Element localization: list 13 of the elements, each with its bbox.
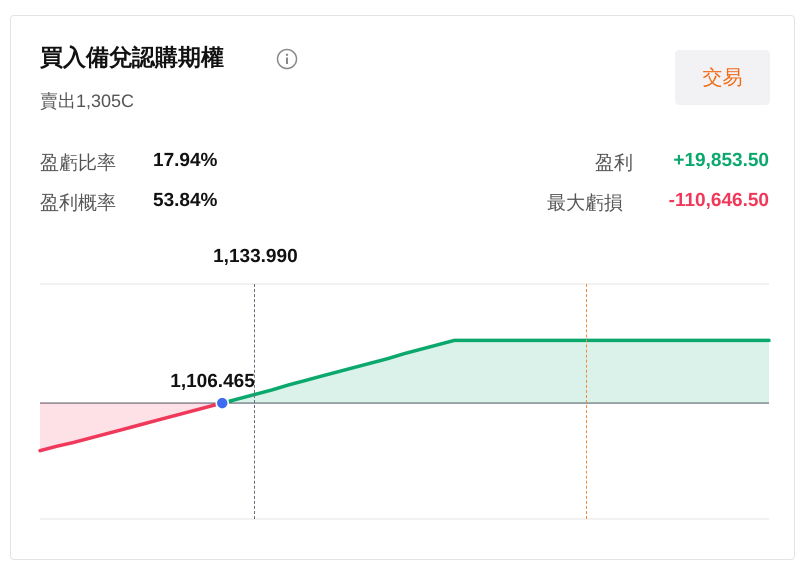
chart-subtitle: 賣出1,305C xyxy=(40,90,134,113)
text: 53.84% xyxy=(153,190,218,212)
text: -110,646.50 xyxy=(668,190,769,212)
annotation: 1,106.465 xyxy=(170,370,256,392)
text: 交易 xyxy=(675,50,770,105)
text: 1,133.990 xyxy=(213,246,298,268)
text: 盈虧比率 xyxy=(40,152,116,176)
text: 盈利概率 xyxy=(40,192,116,216)
text: 17.94% xyxy=(153,150,218,172)
text: 盈利 xyxy=(595,152,633,176)
text: +19,853.50 xyxy=(673,150,769,172)
chart-title: 買入備兌認購期權 xyxy=(40,43,224,72)
text: 最大虧損 xyxy=(547,192,623,216)
